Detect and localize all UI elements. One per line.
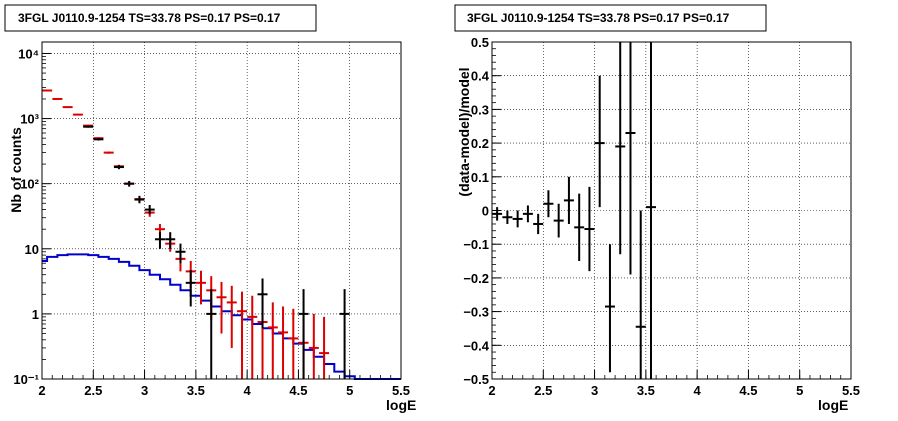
right-y-tick-label: 0.3 xyxy=(471,102,489,117)
left-data-point xyxy=(267,302,278,379)
left-data-point xyxy=(62,106,73,109)
left-y-tick-label: 10³ xyxy=(20,112,39,127)
right-data-point xyxy=(625,42,636,275)
left-data-point xyxy=(319,316,330,379)
right-y-axis-label: (data-model)/model xyxy=(456,67,472,196)
right-x-tick-label: 5.5 xyxy=(842,383,860,398)
left-data-point xyxy=(42,89,53,92)
left-data-point xyxy=(83,125,94,128)
left-y-tick-label: 10⁻¹ xyxy=(13,372,39,387)
right-data-point xyxy=(533,213,544,235)
left-x-tick-label: 4 xyxy=(244,383,252,398)
left-data-point xyxy=(72,113,83,116)
left-data-point xyxy=(113,165,124,170)
right-y-tick-label: 0 xyxy=(482,204,489,219)
left-data-point xyxy=(226,285,237,348)
left-data-point xyxy=(308,313,319,379)
left-data-point xyxy=(288,308,299,379)
right-y-tick-label: 0.5 xyxy=(471,35,489,50)
right-plot-border xyxy=(491,41,852,380)
right-x-tick-label: 2 xyxy=(488,383,495,398)
left-y-axis-label: Nb of counts xyxy=(8,127,24,213)
left-x-axis-label: logE xyxy=(386,397,416,413)
left-data-point xyxy=(339,289,350,379)
right-data-point xyxy=(594,75,605,208)
left-y-tick-label: 10 xyxy=(25,242,39,257)
right-data-point xyxy=(522,205,533,223)
left-data-point xyxy=(93,138,104,141)
left-data-point xyxy=(52,97,63,100)
left-x-tick-label: 4.5 xyxy=(289,383,307,398)
right-x-tick-label: 4 xyxy=(694,383,702,398)
right-data-point xyxy=(574,193,585,262)
left-data-point xyxy=(237,291,248,379)
left-x-tick-label: 3 xyxy=(141,383,148,398)
right-plot-frame xyxy=(491,41,852,380)
right-data-point xyxy=(543,190,554,218)
right-y-tick-label: 0.2 xyxy=(471,136,489,151)
right-title-box: 3FGL J0110.9-1254 TS=33.78 PS=0.17 PS=0.… xyxy=(454,4,767,32)
right-y-tick-label: −0.4 xyxy=(463,338,489,353)
left-data-point xyxy=(154,232,165,249)
left-y-tick-label: 10² xyxy=(20,177,39,192)
left-x-tick-label: 2 xyxy=(38,383,45,398)
left-data-point xyxy=(206,289,217,379)
left-data-point xyxy=(144,205,155,215)
left-data-point xyxy=(278,306,289,379)
right-x-tick-label: 5 xyxy=(796,383,803,398)
right-data-point xyxy=(492,207,503,221)
right-data-point xyxy=(604,244,615,373)
left-y-tick-label: 1 xyxy=(32,307,39,322)
right-data-point xyxy=(502,210,513,224)
right-data-point xyxy=(635,210,646,379)
left-data-point xyxy=(247,295,258,379)
left-data-point xyxy=(216,281,227,334)
right-y-tick-label: 0.1 xyxy=(471,170,489,185)
left-title-box: 3FGL J0110.9-1254 TS=33.78 PS=0.17 PS=0.… xyxy=(4,4,317,32)
right-y-tick-label: −0.5 xyxy=(463,372,489,387)
right-x-axis-label: logE xyxy=(818,397,848,413)
left-data-series xyxy=(83,125,350,379)
left-data-point xyxy=(165,232,176,249)
left-data-point xyxy=(185,270,196,307)
right-y-tick-label: 0.4 xyxy=(471,69,490,84)
left-chart-title: 3FGL J0110.9-1254 TS=33.78 PS=0.17 PS=0.… xyxy=(18,11,281,25)
right-data-point xyxy=(615,42,626,255)
right-y-tick-label: −0.1 xyxy=(463,237,489,252)
right-data-series xyxy=(492,42,656,379)
right-x-tick-label: 4.5 xyxy=(739,383,757,398)
right-y-tick-label: −0.3 xyxy=(463,305,489,320)
right-data-point xyxy=(584,186,595,272)
left-x-tick-label: 5.5 xyxy=(392,383,410,398)
right-data-point xyxy=(563,176,574,224)
left-data-point xyxy=(103,151,114,154)
right-x-tick-label: 3.5 xyxy=(637,383,655,398)
left-data-point xyxy=(124,180,135,187)
left-panel: 2 2.5 3 3.5 4 4.5 5 5.5 10⁻¹ 1 10 10² 10³ 10⁴ 3FGL J0… xyxy=(4,4,416,413)
right-chart-title: 3FGL J0110.9-1254 TS=33.78 PS=0.17 PS=0.… xyxy=(467,11,730,25)
left-x-tick-label: 5 xyxy=(346,383,353,398)
left-y-tick-label: 10⁴ xyxy=(18,46,39,61)
right-data-point xyxy=(553,203,564,238)
right-data-point xyxy=(512,210,523,228)
left-data-point xyxy=(298,289,309,379)
left-x-tick-label: 3.5 xyxy=(187,383,205,398)
left-data-point xyxy=(195,270,206,305)
left-data-point xyxy=(134,195,145,204)
left-data-point xyxy=(175,243,186,264)
right-x-tick-label: 2.5 xyxy=(534,383,552,398)
left-data-point xyxy=(257,278,268,329)
right-data-point xyxy=(645,42,656,379)
left-axis-ticks: 2 2.5 3 3.5 4 4.5 5 5.5 10⁻¹ 1 10 10² 10³ 10⁴ xyxy=(13,46,410,398)
left-x-tick-label: 2.5 xyxy=(84,383,102,398)
right-x-tick-label: 3 xyxy=(591,383,598,398)
right-y-tick-label: −0.2 xyxy=(463,271,489,286)
right-panel: 2 2.5 3 3.5 4 4.5 5 5.5 −0.5 −0.4 −0.3 −0.2 −0.1 0 0.1… xyxy=(454,4,860,413)
left-plot-border xyxy=(41,41,402,380)
